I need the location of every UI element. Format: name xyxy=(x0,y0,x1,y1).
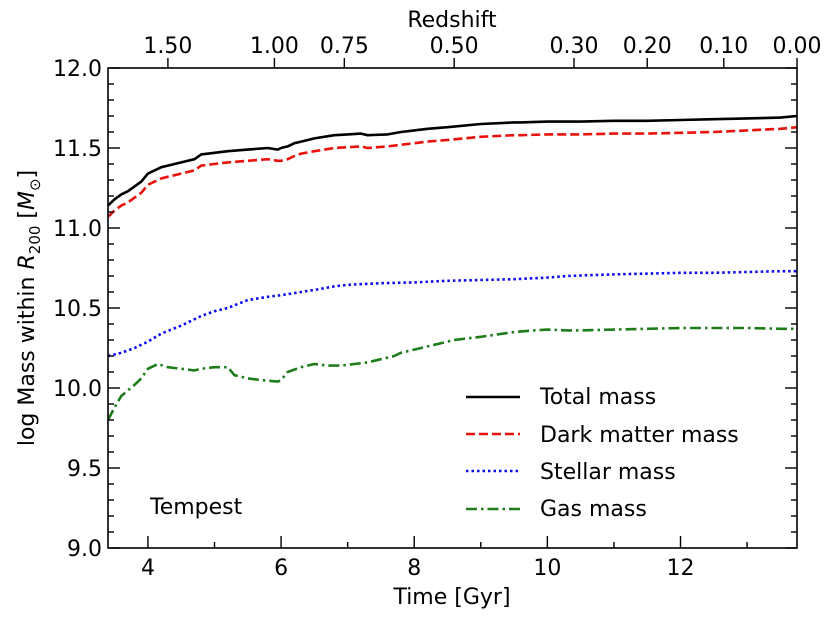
y-axis-label-r: R xyxy=(15,254,40,269)
y-tick-label-6: 12.0 xyxy=(53,57,102,82)
series-layer xyxy=(108,114,797,421)
top-axis-label: Redshift xyxy=(407,8,497,33)
y-tick-label-1: 9.5 xyxy=(67,457,102,482)
ticks-layer: 4 6 8 10 12 9.0 9.5 10.0 10.5 11.0 11.5 12.0 1.50 1.0… xyxy=(53,34,821,581)
y-tick-label-4: 11.0 xyxy=(53,217,102,242)
series-2-line xyxy=(108,269,797,358)
y-axis-label-sub: 200 xyxy=(26,226,44,255)
series-1-line xyxy=(108,125,797,218)
annotation-tempest: Tempest xyxy=(149,495,243,520)
series-0-line xyxy=(108,114,797,207)
top-tick-label-6: 0.10 xyxy=(699,34,748,59)
top-tick-label-2: 0.75 xyxy=(320,34,369,59)
y-axis-label-unit-close: ] xyxy=(15,170,40,179)
top-tick-label-1: 1.00 xyxy=(250,34,299,59)
legend-label-total: Total mass xyxy=(539,385,656,410)
legend: Total mass Dark matter mass Stellar mass… xyxy=(466,385,739,522)
y-tick-label-3: 10.5 xyxy=(53,297,102,322)
y-tick-label-5: 11.5 xyxy=(53,137,102,162)
x-tick-label-0: 4 xyxy=(141,556,155,581)
plot-frame xyxy=(107,67,798,549)
top-tick-label-0: 1.50 xyxy=(143,34,192,59)
top-tick-label-4: 0.30 xyxy=(549,34,598,59)
x-axis-label: Time [Gyr] xyxy=(392,585,510,610)
y-axis-label-unit-m: M xyxy=(15,191,40,210)
x-tick-label-2: 8 xyxy=(407,556,421,581)
x-tick-label-4: 12 xyxy=(667,556,695,581)
y-axis-label-unit-open: [ xyxy=(15,210,40,226)
y-axis-label-unit-sun: ⊙ xyxy=(26,178,44,191)
top-tick-label-3: 0.50 xyxy=(430,34,479,59)
y-tick-label-2: 10.0 xyxy=(53,377,102,402)
x-tick-label-3: 10 xyxy=(533,556,561,581)
top-tick-label-5: 0.20 xyxy=(623,34,672,59)
x-tick-label-1: 6 xyxy=(274,556,288,581)
legend-label-stellar: Stellar mass xyxy=(540,460,676,485)
legend-label-gas: Gas mass xyxy=(540,497,647,522)
top-tick-label-7: 0.00 xyxy=(773,34,822,59)
legend-label-dark-matter: Dark matter mass xyxy=(540,423,739,448)
y-tick-label-0: 9.0 xyxy=(67,537,102,562)
y-axis-label-prefix: log Mass within xyxy=(15,270,40,447)
y-axis-label: log Mass within R200 [M⊙] xyxy=(15,170,44,446)
series-3-line xyxy=(108,326,797,421)
